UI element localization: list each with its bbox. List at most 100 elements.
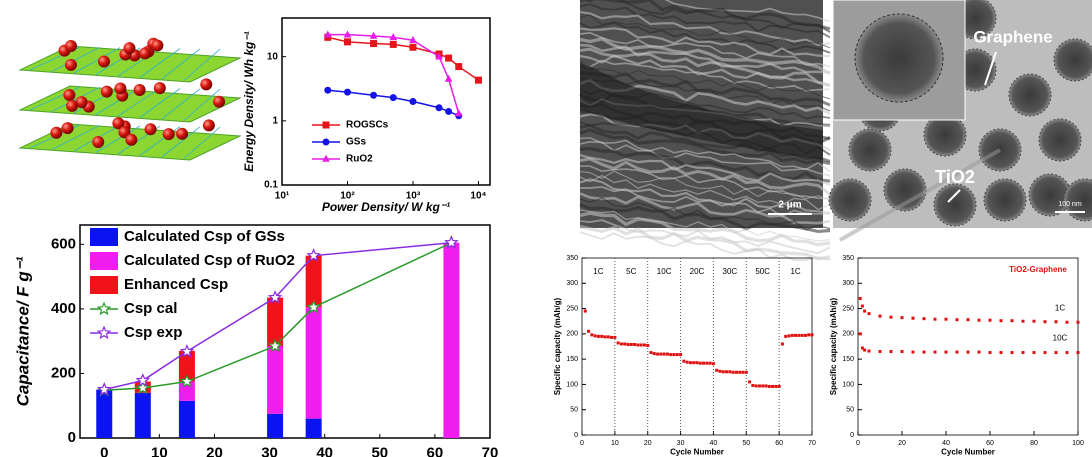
nanoparticle (66, 100, 78, 112)
point (868, 312, 871, 315)
x-tick-label: 30 (261, 444, 278, 457)
marker (370, 40, 377, 47)
point (636, 343, 639, 346)
point (584, 310, 587, 313)
plot-frame (582, 258, 812, 435)
x-tick-label: 30 (677, 440, 685, 447)
point (784, 335, 787, 338)
point (797, 334, 800, 337)
nanoparticle (176, 128, 188, 140)
point (653, 352, 656, 355)
point (1077, 351, 1080, 354)
point (989, 319, 992, 322)
point (863, 310, 866, 313)
point (890, 316, 893, 319)
point (1000, 351, 1003, 354)
point (923, 351, 926, 354)
scale-bar-label: 100 nm (1058, 201, 1082, 208)
point (1077, 321, 1080, 324)
graphene-sheet (20, 86, 240, 122)
point (725, 370, 728, 373)
point (748, 380, 751, 383)
point (794, 334, 797, 337)
legend-swatch (90, 252, 118, 270)
point (715, 369, 718, 372)
y-tick-label: 100 (842, 381, 854, 388)
point (643, 343, 646, 346)
point (989, 351, 992, 354)
y-tick-label: 200 (842, 331, 854, 338)
tem-particle (934, 184, 976, 226)
y-tick-label: 400 (51, 300, 76, 317)
x-tick-label: 50 (742, 440, 750, 447)
segment-label: 5C (626, 267, 636, 276)
point (1011, 351, 1014, 354)
point (659, 353, 662, 356)
bar (306, 256, 322, 308)
y-tick-label: 0 (574, 432, 578, 439)
point (934, 351, 937, 354)
x-tick-label: 60 (986, 440, 994, 447)
bar (267, 414, 283, 438)
segment-label: 20C (690, 267, 705, 276)
y-tick-label: 250 (842, 305, 854, 312)
bar (267, 346, 283, 414)
y-axis-label: Specific capacity (mAh/g) (829, 297, 838, 395)
nanoparticle (98, 55, 110, 67)
point (956, 351, 959, 354)
tem-particle (1039, 119, 1081, 161)
x-tick-label: 60 (427, 444, 444, 457)
segment-label: 50C (755, 267, 770, 276)
point (699, 362, 702, 365)
bar (306, 419, 322, 438)
point (978, 351, 981, 354)
point (597, 335, 600, 338)
point (633, 343, 636, 346)
x-tick-label: 20 (898, 440, 906, 447)
point (627, 343, 630, 346)
legend-label: RuO2 (346, 154, 373, 165)
nanoparticle (163, 128, 175, 140)
point (620, 342, 623, 345)
marker (436, 104, 443, 111)
point (738, 371, 741, 374)
nanoparticle (114, 82, 126, 94)
point (758, 384, 761, 387)
y-tick-label: 1 (272, 115, 278, 126)
point (1044, 351, 1047, 354)
point (735, 371, 738, 374)
y-tick-label: 350 (842, 255, 854, 262)
point (617, 341, 620, 344)
point (640, 343, 643, 346)
bar (306, 307, 322, 418)
point (863, 349, 866, 352)
point (781, 342, 784, 345)
x-tick-label: 10¹ (275, 191, 290, 202)
point (791, 334, 794, 337)
tem-particle (849, 129, 891, 171)
point (755, 384, 758, 387)
nanoparticle (151, 39, 163, 51)
point (719, 370, 722, 373)
legend-label: GSs (346, 137, 366, 148)
point (590, 333, 593, 336)
y-tick-label: 0 (68, 429, 76, 446)
nanoparticle (125, 134, 137, 146)
marker (323, 122, 330, 129)
point (912, 317, 915, 320)
nanoparticle (92, 136, 104, 148)
tem-particle (1009, 74, 1051, 116)
point (656, 353, 659, 356)
y-tick-label: 0 (850, 432, 854, 439)
point (879, 350, 882, 353)
point (673, 353, 676, 356)
point (945, 351, 948, 354)
nanoparticle (213, 96, 225, 108)
point (702, 362, 705, 365)
nanoparticle (139, 47, 151, 59)
point (594, 334, 597, 337)
point (923, 317, 926, 320)
point (666, 353, 669, 356)
marker (98, 327, 109, 338)
y-tick-label: 200 (51, 364, 76, 381)
